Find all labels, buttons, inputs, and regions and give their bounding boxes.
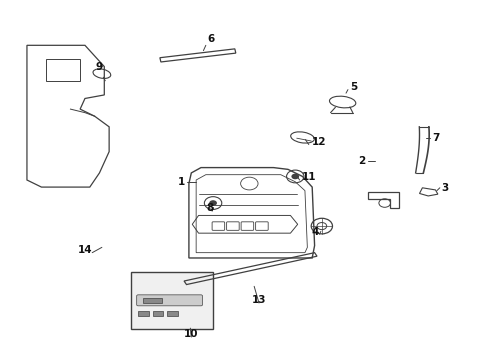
FancyBboxPatch shape — [137, 295, 202, 306]
Bar — [131, 272, 213, 329]
Text: 10: 10 — [183, 329, 198, 339]
Text: 14: 14 — [78, 245, 92, 255]
Text: 11: 11 — [301, 172, 315, 182]
Circle shape — [291, 174, 299, 179]
Text: 13: 13 — [251, 295, 265, 305]
Text: 4: 4 — [311, 227, 319, 237]
Text: 2: 2 — [357, 156, 365, 166]
Text: 6: 6 — [206, 34, 214, 44]
Text: 12: 12 — [311, 138, 326, 147]
Text: 5: 5 — [349, 82, 356, 92]
Circle shape — [209, 200, 217, 206]
Text: 7: 7 — [431, 133, 439, 143]
Text: 1: 1 — [178, 177, 184, 187]
Text: 3: 3 — [441, 183, 448, 193]
FancyBboxPatch shape — [167, 311, 178, 316]
FancyBboxPatch shape — [142, 298, 162, 303]
FancyBboxPatch shape — [138, 311, 148, 316]
Text: 8: 8 — [205, 203, 213, 213]
Text: 9: 9 — [96, 62, 103, 72]
FancyBboxPatch shape — [152, 311, 163, 316]
